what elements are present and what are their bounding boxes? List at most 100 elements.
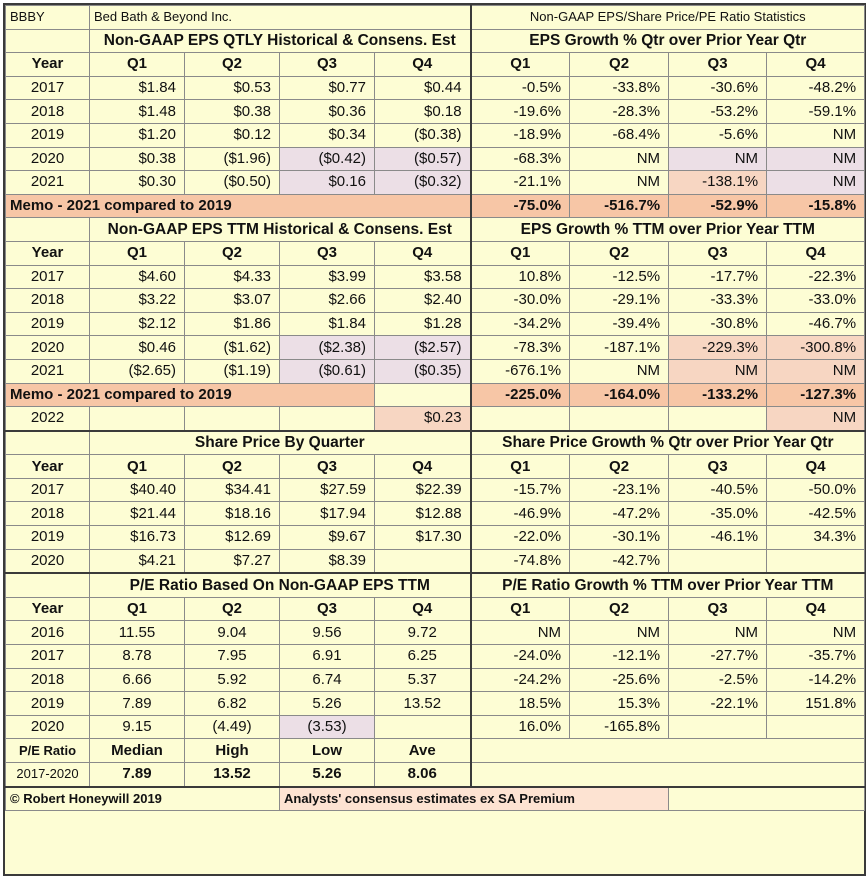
- footer-row: © Robert Honeywill 2019 Analysts' consens…: [5, 786, 866, 812]
- blank-cell: [668, 406, 768, 432]
- pe-cell: 9.04: [184, 620, 280, 646]
- year-header: Year: [5, 240, 90, 266]
- sec4-quarter-header-row: Year Q1 Q2 Q3 Q4 Q1 Q2 Q3 Q4: [5, 596, 866, 622]
- growth-cell: -33.8%: [569, 75, 670, 101]
- blank-cell: [5, 28, 90, 54]
- quarter-header: Q1: [469, 454, 571, 479]
- stats-label: P/E Ratio: [5, 738, 90, 763]
- blank-cell: [373, 382, 472, 408]
- sec2-memo-row: Memo - 2021 compared to 2019 -225.0% -164.…: [5, 382, 866, 408]
- quarter-header: Q1: [89, 454, 185, 479]
- memo-value: -75.0%: [469, 193, 571, 219]
- eps-cell: ($0.57): [373, 146, 472, 172]
- year-cell: 2021: [5, 358, 90, 384]
- quarter-header: Q2: [569, 240, 670, 266]
- growth-cell: -2.5%: [668, 667, 768, 693]
- growth-cell: [766, 548, 866, 575]
- blank-cell: [5, 217, 90, 242]
- quarter-header: Q4: [373, 240, 472, 266]
- stats-header: Median: [89, 738, 185, 763]
- growth-cell: -34.2%: [469, 311, 571, 337]
- eps-cell: $0.38: [89, 146, 185, 172]
- price-cell: $21.44: [89, 501, 185, 527]
- growth-cell: -46.7%: [766, 311, 866, 337]
- memo-value: -133.2%: [668, 382, 768, 408]
- eps-cell: $0.36: [279, 99, 375, 124]
- eps-cell: ($0.50): [184, 170, 280, 195]
- growth-cell: 34.3%: [766, 525, 866, 550]
- blank-cell: [279, 406, 375, 432]
- year-cell: 2022: [5, 406, 90, 432]
- price-cell: $22.39: [373, 477, 472, 503]
- growth-cell: 18.5%: [469, 691, 571, 716]
- quarter-header: Q2: [184, 454, 280, 479]
- growth-cell: NM: [668, 620, 768, 646]
- table-row: 2017 $4.60 $4.33 $3.99 $3.58 10.8% -12.5% -17.7…: [5, 264, 866, 290]
- eps-cell: $0.18: [373, 99, 472, 124]
- pe-cell: [373, 714, 472, 740]
- eps-cell: $3.07: [184, 288, 280, 313]
- eps-cell: ($0.61): [279, 358, 375, 384]
- sec2-quarter-header-row: Year Q1 Q2 Q3 Q4 Q1 Q2 Q3 Q4: [5, 240, 866, 266]
- growth-cell: 16.0%: [469, 714, 571, 740]
- eps-cell: $1.84: [279, 311, 375, 337]
- growth-cell: [668, 548, 768, 575]
- year-cell: 2020: [5, 714, 90, 740]
- memo-value: -52.9%: [668, 193, 768, 219]
- sheet-title: Non-GAAP EPS/Share Price/PE Ratio Statis…: [469, 5, 866, 30]
- growth-cell: 15.3%: [569, 691, 670, 716]
- eps-cell: $2.66: [279, 288, 375, 313]
- stats-header: High: [184, 738, 280, 763]
- growth-cell: -53.2%: [668, 99, 768, 124]
- year-cell: 2017: [5, 644, 90, 669]
- stats-header: Ave: [373, 738, 472, 763]
- price-cell: $27.59: [279, 477, 375, 503]
- sec4-title-row: P/E Ratio Based On Non-GAAP EPS TTM P/E R…: [5, 572, 866, 598]
- eps-cell: ($1.96): [184, 146, 280, 172]
- price-cell: $18.16: [184, 501, 280, 527]
- quarter-header: Q1: [89, 52, 185, 77]
- price-cell: $7.27: [184, 548, 280, 575]
- price-cell: $17.94: [279, 501, 375, 527]
- eps-cell: $0.30: [89, 170, 185, 195]
- table-row: 2018 $1.48 $0.38 $0.36 $0.18 -19.6% -28.3% -53.…: [5, 99, 866, 124]
- growth-cell: -40.5%: [668, 477, 768, 503]
- pe-cell: 7.89: [89, 691, 185, 716]
- growth-cell: -68.4%: [569, 122, 670, 148]
- growth-cell: -46.1%: [668, 525, 768, 550]
- year-cell: 2017: [5, 264, 90, 290]
- table-row: 2020 $0.38 ($1.96) ($0.42) ($0.57) -68.3% NM NM…: [5, 146, 866, 172]
- year-cell: 2018: [5, 501, 90, 527]
- statistics-table: BBBY Bed Bath & Beyond Inc. Non-GAAP EPS/S…: [4, 5, 866, 812]
- blank-cell: [89, 406, 185, 432]
- growth-cell: -47.2%: [569, 501, 670, 527]
- table-row: 2017 8.78 7.95 6.91 6.25 -24.0% -12.1% -27.7% -3…: [5, 644, 866, 669]
- memo-value: -164.0%: [569, 382, 670, 408]
- eps-cell: ($0.32): [373, 170, 472, 195]
- quarter-header: Q1: [469, 52, 571, 77]
- quarter-header: Q3: [668, 596, 768, 622]
- growth-cell: -27.7%: [668, 644, 768, 669]
- eps-cell: $3.99: [279, 264, 375, 290]
- growth-cell: -42.7%: [569, 548, 670, 575]
- growth-cell: -33.0%: [766, 288, 866, 313]
- price-cell: $8.39: [279, 548, 375, 575]
- table-row: 2017 $40.40 $34.41 $27.59 $22.39 -15.7% -23.1%…: [5, 477, 866, 503]
- quarter-header: Q2: [569, 52, 670, 77]
- stats-period: 2017-2020: [5, 761, 90, 788]
- quarter-header: Q1: [469, 596, 571, 622]
- growth-cell: -74.8%: [469, 548, 571, 575]
- sec4-right-title: P/E Ratio Growth % TTM over Prior Year T…: [469, 572, 866, 598]
- pe-cell: 5.26: [279, 691, 375, 716]
- sec2-2022-row: 2022 $0.23 NM: [5, 406, 866, 432]
- eps-cell: ($1.62): [184, 335, 280, 360]
- pe-cell: 5.37: [373, 667, 472, 693]
- quarter-header: Q3: [668, 454, 768, 479]
- quarter-header: Q1: [469, 240, 571, 266]
- growth-cell: NM: [569, 620, 670, 646]
- pe-cell: 9.56: [279, 620, 375, 646]
- blank-cell: [184, 406, 280, 432]
- memo-label: Memo - 2021 compared to 2019: [4, 193, 472, 219]
- price-cell: $4.21: [89, 548, 185, 575]
- quarter-header: Q3: [668, 240, 768, 266]
